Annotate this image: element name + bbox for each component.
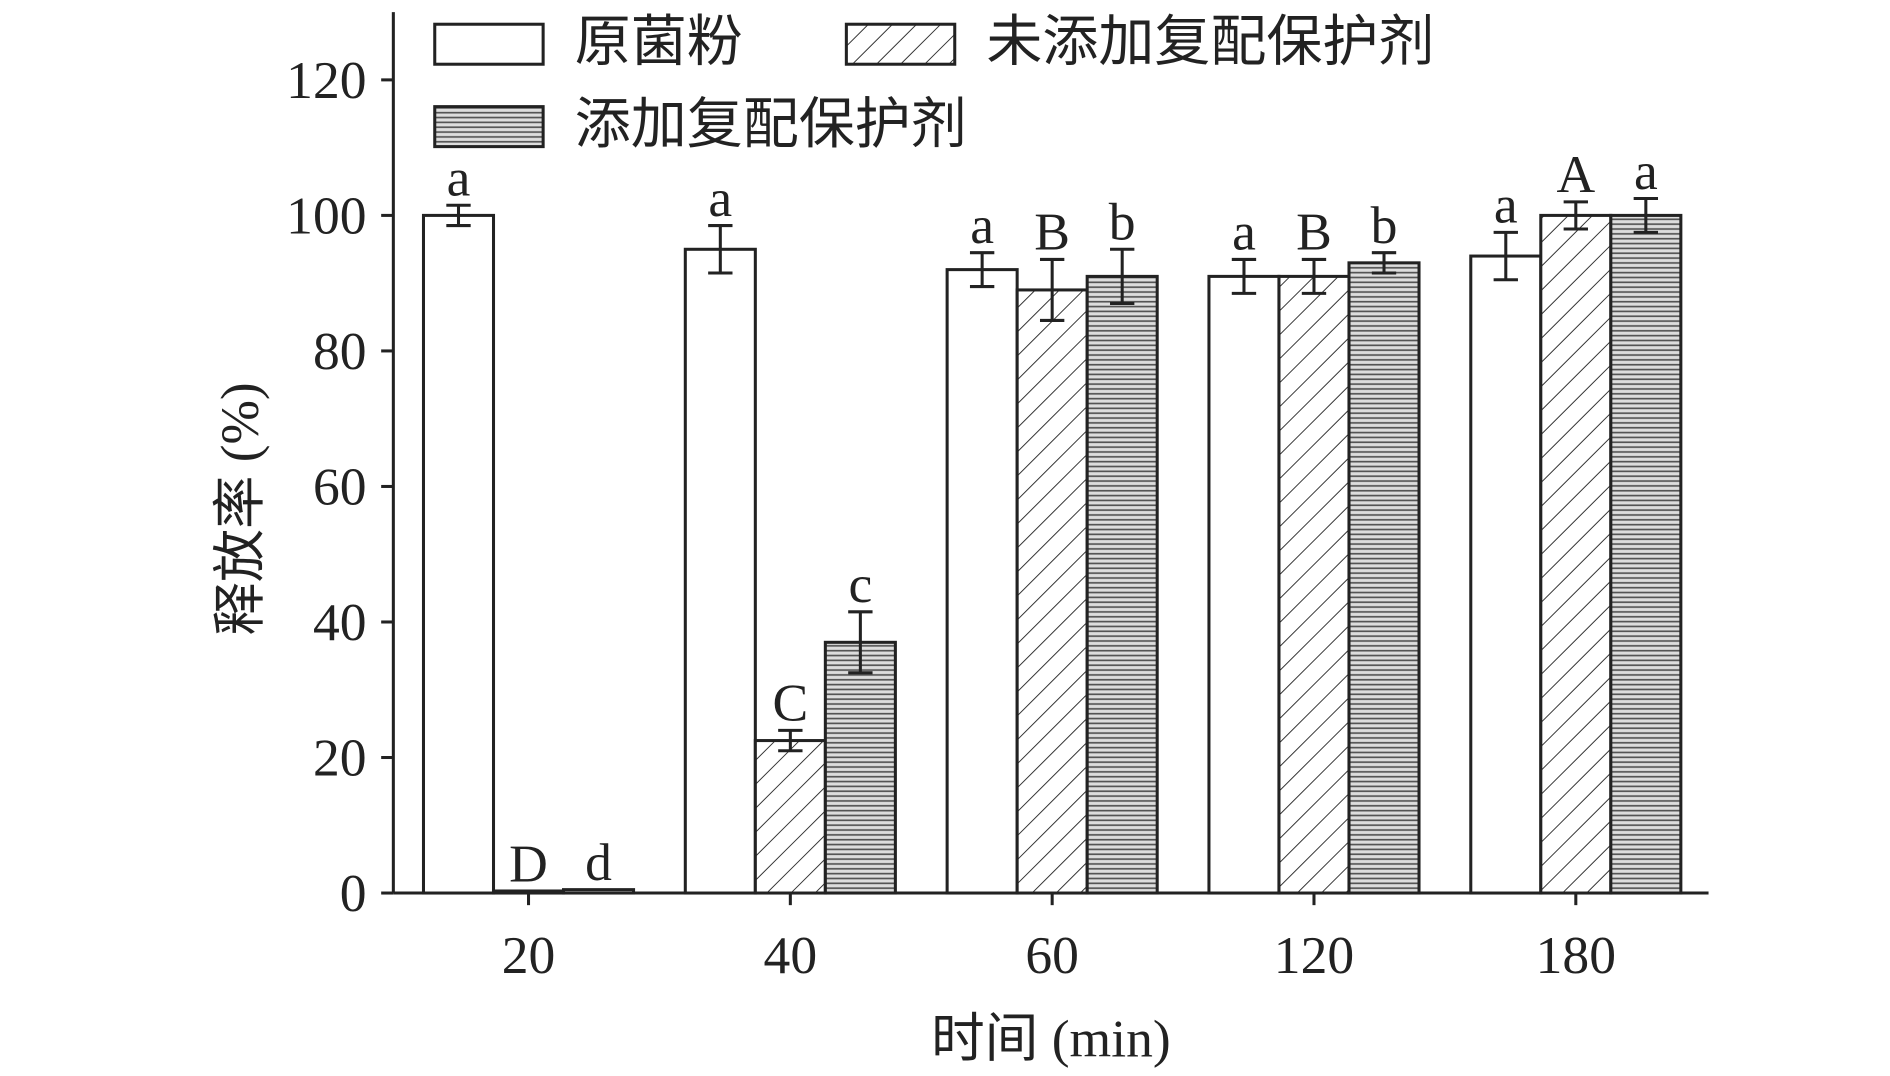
y-tick-label: 100 [286,186,366,246]
bar [1015,288,1089,895]
y-tick-label: 120 [286,50,366,110]
x-tick-label: 40 [764,925,818,985]
significance-letter: d [585,832,612,892]
bar [683,247,757,895]
significance-letter: b [1371,195,1398,255]
y-axis-label: 释放率 (%) [210,382,270,635]
significance-letter: D [509,833,548,893]
bar [823,640,897,895]
bar [1609,213,1683,895]
significance-letter: c [848,554,872,614]
bar [1085,274,1159,895]
bar [1207,274,1281,895]
significance-letter: A [1556,144,1595,204]
bar [945,268,1019,895]
x-axis-label: 时间 (min) [931,1009,1171,1069]
y-tick-label: 80 [313,321,367,381]
significance-letter: a [1232,202,1256,262]
significance-letter: B [1034,202,1070,262]
significance-letter: b [1109,192,1136,252]
bar [1539,213,1613,895]
significance-letter: a [1634,141,1658,201]
significance-letter: a [970,195,994,255]
bar [1277,274,1351,895]
x-tick-label: 20 [502,925,556,985]
x-tick-label: 60 [1025,925,1079,985]
bar [421,213,496,895]
bar [753,739,827,895]
bar [1347,261,1421,895]
significance-letter: a [1494,175,1518,235]
significance-letter: C [772,673,808,733]
significance-letter: a [447,148,471,208]
legend-label: 未添加复配保护剂 [986,12,1434,74]
legend-swatch [844,22,957,66]
y-tick-label: 40 [313,592,367,652]
y-tick-label: 60 [313,457,367,517]
legend-label: 原菌粉 [575,12,743,74]
x-tick-label: 180 [1536,925,1616,985]
x-tick-label: 120 [1274,925,1354,985]
bar [1469,254,1543,895]
y-tick-label: 0 [340,863,367,923]
y-tick-label: 20 [313,728,367,788]
bar [562,888,636,895]
legend-swatch [433,105,545,149]
legend-label: 添加复配保护剂 [575,94,967,156]
significance-letter: B [1296,202,1332,262]
legend-swatch [433,22,545,66]
significance-letter: a [708,168,732,228]
